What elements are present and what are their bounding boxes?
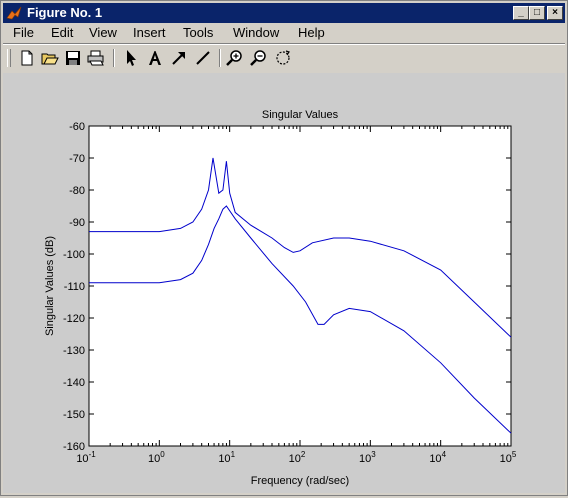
- singular-value-line-2: [89, 205, 512, 434]
- close-button[interactable]: ×: [547, 6, 563, 20]
- y-tick-label: -80: [69, 185, 85, 197]
- x-tick-exponent: 2: [301, 450, 306, 459]
- y-tick-label: -150: [63, 409, 85, 421]
- x-tick-label: 102: [289, 450, 306, 465]
- toolbar-separator: [219, 49, 221, 67]
- matlab-logo-icon: [6, 6, 22, 20]
- menu-bar: File Edit View Insert Tools Window Help: [3, 23, 565, 43]
- x-tick-exponent: 4: [442, 450, 447, 459]
- x-tick-label: 104: [429, 450, 446, 465]
- singular-values-plot: -60-70-80-90-100-110-120-130-140-150-160…: [44, 109, 517, 487]
- x-tick-exponent: 3: [371, 450, 376, 459]
- x-tick-label: 101: [218, 450, 235, 465]
- window-title: Figure No. 1: [27, 5, 103, 20]
- y-tick-label: -120: [63, 313, 85, 325]
- zoom-in-icon[interactable]: [225, 48, 245, 68]
- menu-insert[interactable]: Insert: [133, 25, 166, 40]
- x-tick-label: 103: [359, 450, 376, 465]
- minimize-button[interactable]: _: [513, 6, 529, 20]
- toolbar-separator: [113, 49, 115, 67]
- menu-edit[interactable]: Edit: [51, 25, 74, 40]
- y-tick-label: -60: [69, 121, 85, 133]
- insert-text-icon[interactable]: [145, 48, 165, 68]
- new-file-icon[interactable]: [17, 48, 37, 68]
- x-tick-label: 100: [148, 450, 165, 465]
- menu-file[interactable]: File: [13, 25, 34, 40]
- y-tick-label: -100: [63, 249, 85, 261]
- x-tick-base: 10: [76, 453, 88, 465]
- figure-area: -60 -70 -80 -90 -100 -110 -120 -130 -140 -150 -160…: [3, 73, 565, 493]
- x-tick-base: 10: [359, 453, 371, 465]
- menu-help[interactable]: Help: [298, 25, 325, 40]
- x-tick-label: 10-1: [76, 450, 96, 465]
- y-tick-label: -130: [63, 345, 85, 357]
- axes-background: [88, 125, 512, 447]
- chart-title: Singular Values: [262, 109, 339, 121]
- x-tick-base: 10: [289, 453, 301, 465]
- select-arrow-icon[interactable]: [121, 48, 141, 68]
- toolbar: [3, 45, 565, 71]
- zoom-out-icon[interactable]: [249, 48, 269, 68]
- singular-value-line-1: [89, 157, 512, 338]
- x-tick-exponent: -1: [89, 450, 97, 459]
- x-tick-label: 105: [500, 450, 517, 465]
- x-tick-exponent: 5: [512, 450, 517, 459]
- y-tick-label: -90: [69, 217, 85, 229]
- maximize-button[interactable]: □: [529, 6, 545, 20]
- print-icon[interactable]: [86, 48, 106, 68]
- y-tick-label: -160: [63, 441, 85, 453]
- x-tick-exponent: 0: [160, 450, 165, 459]
- toolbar-grip[interactable]: [7, 49, 11, 67]
- open-folder-icon[interactable]: [40, 48, 60, 68]
- x-axis-label: Frequency (rad/sec): [251, 475, 349, 487]
- x-tick-base: 10: [500, 453, 512, 465]
- toolbar-divider: [3, 43, 565, 45]
- y-tick-label: -110: [64, 281, 85, 293]
- insert-arrow-icon[interactable]: [169, 48, 189, 68]
- menu-view[interactable]: View: [89, 25, 117, 40]
- y-tick-label: -140: [63, 377, 85, 389]
- x-tick-exponent: 1: [231, 450, 236, 459]
- title-bar[interactable]: Figure No. 1 _ □ ×: [3, 3, 565, 23]
- insert-line-icon[interactable]: [193, 48, 213, 68]
- save-icon[interactable]: [63, 48, 83, 68]
- menu-window[interactable]: Window: [233, 25, 280, 40]
- x-tick-base: 10: [218, 453, 230, 465]
- x-tick-base: 10: [148, 453, 160, 465]
- menu-tools[interactable]: Tools: [183, 25, 214, 40]
- rotate-icon[interactable]: [273, 48, 293, 68]
- y-axis-label: Singular Values (dB): [44, 236, 56, 336]
- x-tick-base: 10: [429, 453, 441, 465]
- y-tick-label: -70: [69, 153, 85, 165]
